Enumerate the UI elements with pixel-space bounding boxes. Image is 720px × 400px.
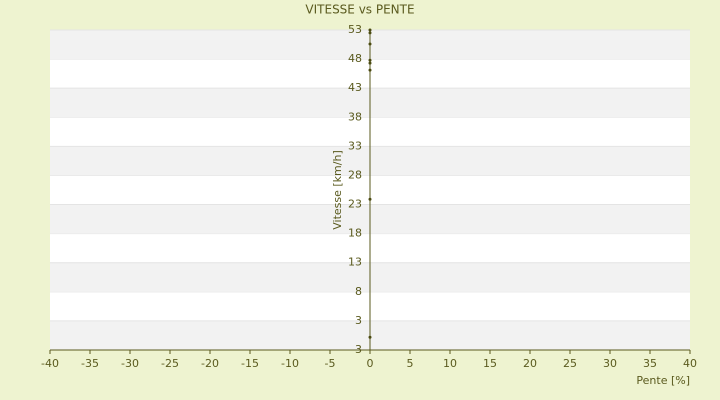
y-tick-label: 53 bbox=[348, 23, 362, 36]
x-tick-label: -30 bbox=[121, 357, 139, 370]
point bbox=[368, 197, 372, 201]
x-tick-label: 40 bbox=[683, 357, 697, 370]
x-tick-label: -15 bbox=[241, 357, 259, 370]
point bbox=[368, 58, 372, 62]
point bbox=[368, 61, 372, 65]
y-tick-label: 38 bbox=[348, 110, 362, 123]
x-tick-label: -10 bbox=[281, 357, 299, 370]
y-tick-label: 28 bbox=[348, 168, 362, 181]
y-tick-label: 43 bbox=[348, 81, 362, 94]
chart-title: VITESSE vs PENTE bbox=[305, 3, 414, 17]
point bbox=[368, 31, 372, 35]
y-axis-label: Vitesse [km/h] bbox=[331, 150, 344, 230]
point bbox=[368, 68, 372, 72]
x-tick-label: 10 bbox=[443, 357, 457, 370]
x-tick-label: 35 bbox=[643, 357, 657, 370]
point bbox=[368, 335, 372, 339]
point bbox=[368, 28, 372, 32]
x-tick-label: 0 bbox=[367, 357, 374, 370]
x-tick-label: -25 bbox=[161, 357, 179, 370]
x-tick-label: 15 bbox=[483, 357, 497, 370]
x-tick-label: -5 bbox=[325, 357, 336, 370]
point bbox=[368, 42, 372, 46]
x-tick-label: -20 bbox=[201, 357, 219, 370]
y-tick-label: 48 bbox=[348, 52, 362, 65]
x-tick-label: -40 bbox=[41, 357, 59, 370]
y-tick-label: 33 bbox=[348, 139, 362, 152]
y-tick-label: 8 bbox=[355, 285, 362, 298]
y-tick-label: 18 bbox=[348, 227, 362, 240]
y-tick-label: 13 bbox=[348, 256, 362, 269]
x-tick-label: 5 bbox=[407, 357, 414, 370]
x-tick-label: 30 bbox=[603, 357, 617, 370]
x-axis-label: Pente [%] bbox=[636, 374, 690, 387]
y-tick-label: 3 bbox=[355, 314, 362, 327]
y-tick-label: 23 bbox=[348, 198, 362, 211]
x-tick-label: 25 bbox=[563, 357, 577, 370]
x-tick-label: 20 bbox=[523, 357, 537, 370]
x-tick-label: -35 bbox=[81, 357, 99, 370]
